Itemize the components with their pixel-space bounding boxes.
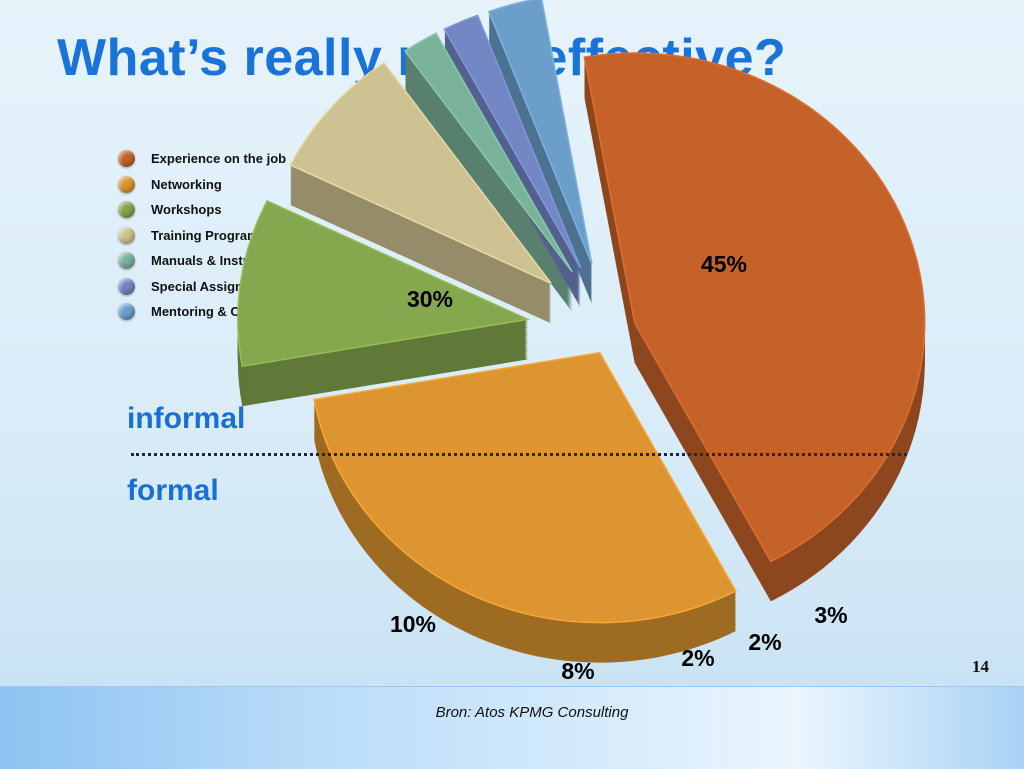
legend-swatch — [118, 252, 135, 270]
legend-item-networking: Networking — [118, 172, 338, 198]
formal-label: formal — [127, 474, 219, 507]
pie-slice — [313, 351, 737, 624]
pie-slice — [443, 14, 582, 269]
informal-formal-divider — [131, 453, 907, 456]
footer-bar — [0, 686, 1024, 769]
informal-label: informal — [127, 402, 246, 435]
pie-slice-label: 3% — [814, 602, 847, 628]
legend-swatch — [118, 303, 135, 321]
pie-slice — [237, 200, 531, 368]
pie-slice-label: 45% — [701, 251, 747, 277]
page-number: 14 — [972, 657, 989, 676]
legend-label: Experience on the job — [151, 151, 287, 167]
legend-swatch — [118, 201, 135, 219]
legend-label: Networking — [151, 176, 222, 192]
pie-slice-label: 30% — [407, 286, 453, 312]
legend-swatch — [118, 277, 135, 295]
legend-item-training: Training Programs — [118, 223, 338, 249]
legend-item-experience: Experience on the job — [118, 146, 338, 172]
pie-slice-label: 2% — [681, 645, 714, 671]
legend-swatch — [118, 175, 135, 193]
legend-label: Workshops — [151, 202, 222, 218]
source-citation: Bron: Atos KPMG Consulting — [435, 704, 629, 721]
legend-swatch — [118, 226, 135, 244]
legend-label: Training Programs — [151, 227, 266, 243]
pie-slice — [487, 0, 593, 265]
pie-slice — [583, 52, 926, 563]
pie-slice-label: 8% — [561, 658, 594, 684]
pie-slice — [289, 61, 552, 285]
pie-slice-label: 10% — [390, 611, 436, 637]
pie-slice-label: 2% — [748, 629, 781, 655]
pie-slice — [403, 32, 573, 273]
legend-swatch — [118, 150, 135, 168]
legend-item-workshops: Workshops — [118, 197, 338, 223]
